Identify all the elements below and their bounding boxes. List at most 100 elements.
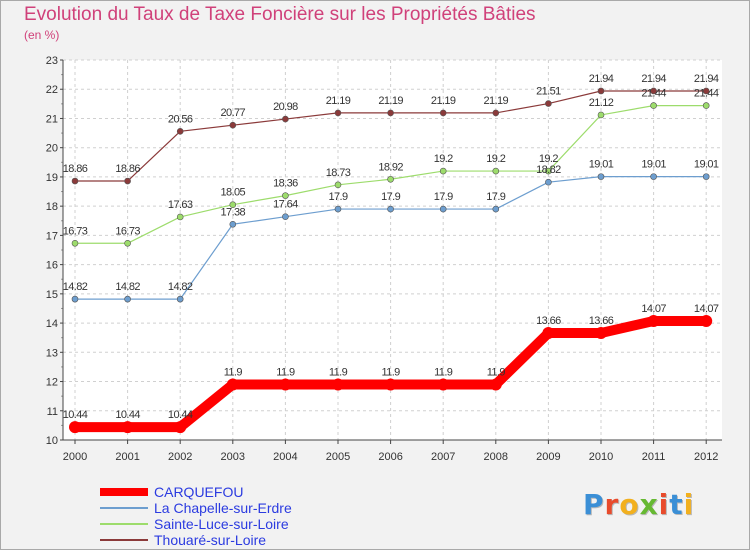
y-tick-label: 19 xyxy=(46,172,58,184)
logo-letter: i xyxy=(683,488,695,521)
x-tick-label: 2007 xyxy=(431,451,455,463)
data-label: 17.9 xyxy=(381,191,400,203)
data-point xyxy=(439,109,447,117)
data-point xyxy=(387,109,394,117)
data-label: 11.9 xyxy=(434,366,453,378)
legend-label: Thouaré-sur-Loire xyxy=(154,532,267,548)
data-label: 10.44 xyxy=(168,409,193,421)
data-point xyxy=(387,175,394,183)
data-point xyxy=(700,315,713,328)
x-tick-label: 2000 xyxy=(63,451,87,463)
logo-letter: o xyxy=(619,488,640,521)
data-point xyxy=(597,111,605,119)
data-point xyxy=(176,213,184,221)
x-tick-label: 2009 xyxy=(536,451,560,463)
data-label: 20.98 xyxy=(273,101,298,113)
data-label: 18.73 xyxy=(326,167,351,179)
data-label: 17.64 xyxy=(273,199,298,211)
plot-area xyxy=(63,60,722,440)
data-point xyxy=(702,87,710,95)
data-point xyxy=(121,421,134,434)
data-point xyxy=(124,239,131,247)
data-label: 21.19 xyxy=(378,95,403,107)
data-point xyxy=(545,100,552,107)
data-label: 21.19 xyxy=(431,95,456,107)
x-tick-label: 2002 xyxy=(168,451,192,463)
data-point xyxy=(702,173,710,180)
data-label: 11.9 xyxy=(329,366,348,378)
data-label: 14.82 xyxy=(63,281,88,293)
x-tick-label: 2010 xyxy=(589,451,613,463)
y-tick-label: 23 xyxy=(46,55,58,67)
data-point xyxy=(279,378,292,391)
data-point xyxy=(229,121,237,129)
data-label: 14.07 xyxy=(694,303,719,315)
data-point xyxy=(71,295,79,303)
data-label: 10.44 xyxy=(115,409,140,421)
data-label: 21.44 xyxy=(694,88,719,100)
data-label: 21.19 xyxy=(484,95,509,107)
data-label: 20.56 xyxy=(168,113,193,125)
data-label: 10.44 xyxy=(63,409,88,421)
data-label: 17.9 xyxy=(434,191,453,203)
chart-unit-label: (en %) xyxy=(24,28,60,42)
y-tick-label: 13 xyxy=(46,347,58,359)
logo-letter: P xyxy=(583,488,605,521)
data-point xyxy=(282,192,289,199)
data-point xyxy=(71,177,79,185)
data-label: 20.77 xyxy=(221,107,246,119)
x-tick-label: 2004 xyxy=(273,451,297,463)
data-label: 16.73 xyxy=(63,225,88,237)
legend-item: Sainte-Luce-sur-Loire xyxy=(100,516,292,532)
data-label: 16.73 xyxy=(115,225,140,237)
data-point xyxy=(124,177,131,185)
data-point xyxy=(492,109,500,117)
data-label: 17.9 xyxy=(328,191,347,203)
data-point xyxy=(332,378,344,391)
data-label: 13.66 xyxy=(589,315,614,327)
data-label: 21.94 xyxy=(694,73,719,85)
logo-letter: i xyxy=(658,488,670,521)
y-tick-label: 12 xyxy=(46,377,58,389)
data-label: 19.01 xyxy=(694,159,719,171)
data-label: 21.94 xyxy=(641,73,666,85)
data-point xyxy=(384,378,397,391)
y-tick-label: 21 xyxy=(46,113,58,125)
data-point xyxy=(174,421,187,434)
data-point xyxy=(489,378,502,391)
logo-letter: x xyxy=(639,488,659,521)
data-point xyxy=(650,87,657,95)
legend-label: Sainte-Luce-sur-Loire xyxy=(154,516,289,532)
y-tick-label: 20 xyxy=(46,143,58,155)
y-tick-label: 17 xyxy=(46,230,58,242)
data-label: 14.82 xyxy=(168,281,193,293)
data-point xyxy=(492,205,500,213)
data-point xyxy=(439,205,447,213)
y-tick-label: 14 xyxy=(46,318,58,330)
data-label: 11.9 xyxy=(224,366,243,378)
data-point xyxy=(492,167,500,175)
legend-swatch xyxy=(100,507,148,509)
legend-item: CARQUEFOU xyxy=(100,484,292,500)
data-point xyxy=(229,220,237,228)
proxiti-logo: Proxiti xyxy=(583,488,694,521)
data-label: 17.63 xyxy=(168,199,193,211)
legend-swatch xyxy=(100,523,148,525)
data-point xyxy=(176,128,184,135)
data-label: 19.2 xyxy=(434,153,453,165)
data-label: 11.9 xyxy=(487,366,506,378)
data-point xyxy=(545,178,552,186)
data-point xyxy=(545,167,552,175)
logo-letter: r xyxy=(604,488,620,521)
data-label: 18.86 xyxy=(63,163,88,175)
data-point xyxy=(334,181,342,189)
data-label: 19.2 xyxy=(486,153,505,165)
data-label: 18.36 xyxy=(273,178,298,190)
data-point xyxy=(334,205,342,213)
data-label: 21.19 xyxy=(326,95,351,107)
data-label: 11.9 xyxy=(381,366,400,378)
line-chart: 10 11 12 13 14 15 16 17 18 19 20 21 22 23 2000 2001 2002… xyxy=(46,55,722,463)
data-point xyxy=(595,327,607,340)
data-point xyxy=(176,295,184,303)
data-label: 13.66 xyxy=(536,315,561,327)
